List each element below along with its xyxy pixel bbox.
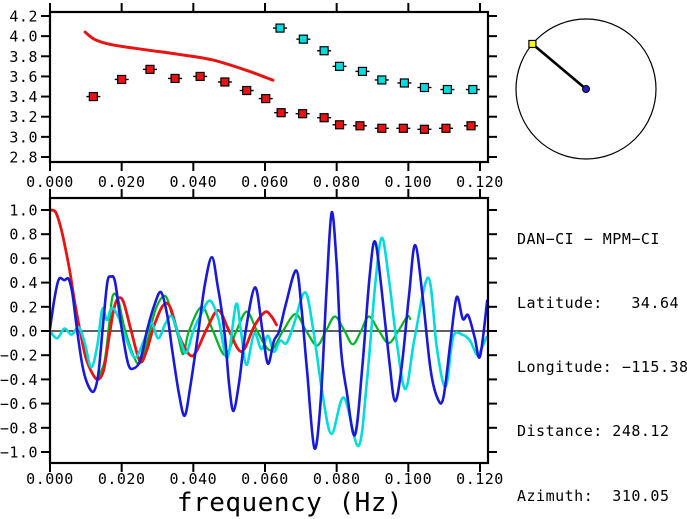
cyan-squares-marker bbox=[334, 61, 345, 71]
red-squares-marker bbox=[298, 109, 308, 119]
info-line-latitude: Latitude: 34.64 bbox=[517, 294, 680, 313]
cyan-squares-marker bbox=[377, 75, 387, 85]
cyan-squares-marker bbox=[442, 84, 452, 95]
cyan-squares-marker bbox=[419, 82, 430, 93]
cyan-squares-marker bbox=[357, 66, 368, 76]
x-tick-label: 0.080 bbox=[313, 470, 361, 488]
y-tick-label: 3.4 bbox=[9, 88, 38, 106]
red-squares-marker bbox=[466, 121, 476, 131]
x-tick-label: 0.120 bbox=[456, 470, 504, 488]
station-pair-info: DAN−CI − MPM−CI Latitude: 34.64 Longitud… bbox=[517, 186, 687, 519]
green-curve bbox=[97, 292, 412, 379]
x-tick-label: 0.080 bbox=[313, 173, 361, 191]
red-model-line bbox=[83, 30, 275, 82]
x-tick-label: 0.100 bbox=[385, 470, 433, 488]
x-tick-label: 0.060 bbox=[241, 470, 289, 488]
red-squares-marker bbox=[195, 71, 205, 82]
red-squares-marker bbox=[117, 74, 127, 85]
azimuth-line bbox=[531, 42, 587, 90]
cyan-squares bbox=[273, 23, 480, 95]
y-tick-label: 2.8 bbox=[9, 148, 38, 166]
red-squares-marker bbox=[419, 124, 430, 134]
info-line-distance: Distance: 248.12 bbox=[517, 422, 670, 441]
station-pair-title: DAN−CI − MPM−CI bbox=[517, 229, 660, 248]
y-tick-label: 0.2 bbox=[9, 298, 38, 316]
red-squares-marker bbox=[355, 121, 365, 131]
y-tick-label: 0.6 bbox=[9, 250, 38, 268]
y-tick-label: 0.4 bbox=[9, 274, 38, 292]
cyan-squares-marker bbox=[298, 34, 308, 44]
red-squares-marker bbox=[441, 123, 451, 133]
station-marker bbox=[528, 39, 537, 49]
x-tick-label: 0.020 bbox=[98, 173, 146, 191]
cyan-squares-marker bbox=[275, 23, 285, 33]
red-squares-marker bbox=[398, 123, 408, 133]
y-tick-label: 0.8 bbox=[9, 226, 38, 244]
red-squares-marker bbox=[88, 91, 98, 102]
y-tick-label: −0.6 bbox=[0, 395, 38, 413]
x-tick-label: 0.120 bbox=[456, 173, 504, 191]
y-tick-label: 1.0 bbox=[9, 202, 38, 220]
red-curve bbox=[51, 208, 278, 381]
cyan-squares-marker bbox=[319, 46, 329, 56]
x-tick-label: 0.100 bbox=[385, 173, 433, 191]
cyan-curve bbox=[51, 236, 487, 448]
x-tick-label: 0.020 bbox=[98, 470, 146, 488]
y-tick-label: 3.8 bbox=[9, 48, 38, 66]
y-tick-label: 4.0 bbox=[9, 28, 38, 46]
red-squares-marker bbox=[145, 64, 155, 74]
y-tick-label: −0.2 bbox=[0, 347, 38, 365]
y-tick-label: 0.0 bbox=[9, 323, 38, 341]
x-tick-label: 0.040 bbox=[170, 470, 218, 488]
red-squares-marker bbox=[170, 73, 180, 84]
y-tick-label: 4.2 bbox=[9, 8, 38, 26]
info-line-longitude: Longitude: −115.38 bbox=[517, 358, 687, 377]
center-station-dot bbox=[582, 85, 590, 93]
red-squares-marker bbox=[377, 123, 387, 133]
x-tick-label: 0.060 bbox=[241, 173, 289, 191]
cyan-squares-marker bbox=[468, 84, 478, 95]
y-tick-label: 3.6 bbox=[9, 68, 38, 86]
red-squares bbox=[86, 64, 479, 134]
bottom-correlation-chart: 1.0 0.8 0.6 0.4 0.2 0.0 −0.2 −0.4 −0.6 −0.8 −1.0 0.… bbox=[0, 189, 504, 518]
x-tick-label: 0.000 bbox=[26, 470, 74, 488]
red-squares-marker bbox=[220, 77, 230, 87]
azimuth-compass bbox=[515, 18, 657, 160]
top-dispersion-chart: 4.2 4.0 3.8 3.6 3.4 3.2 3.0 2.8 0.000 0.020 0.040 0… bbox=[9, 3, 503, 191]
red-squares-marker bbox=[261, 93, 271, 104]
x-tick-label: 0.000 bbox=[26, 173, 74, 191]
red-squares-marker bbox=[276, 108, 286, 118]
red-squares-marker bbox=[334, 120, 345, 130]
red-squares-marker bbox=[242, 85, 252, 96]
y-tick-label: −1.0 bbox=[0, 444, 38, 462]
red-squares-marker bbox=[319, 113, 329, 123]
blue-curve bbox=[51, 211, 487, 450]
y-tick-label: −0.4 bbox=[0, 371, 38, 389]
info-line-azimuth: Azimuth: 310.05 bbox=[517, 486, 670, 505]
x-tick-label: 0.040 bbox=[170, 173, 218, 191]
compass-circle bbox=[515, 18, 657, 160]
cyan-squares-marker bbox=[399, 78, 409, 88]
y-tick-label: 3.2 bbox=[9, 108, 38, 126]
y-tick-label: 3.0 bbox=[9, 128, 38, 146]
x-axis-title: frequency (Hz) bbox=[177, 488, 403, 518]
y-tick-label: −0.8 bbox=[0, 419, 38, 437]
